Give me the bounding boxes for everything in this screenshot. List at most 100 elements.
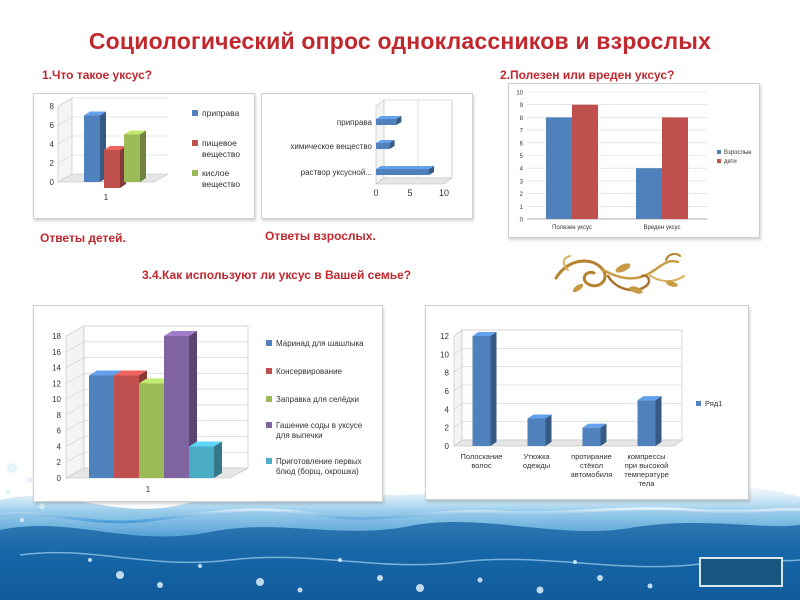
chart1-bar [124,130,146,182]
chart3-xtick: Полезен уксус [552,225,592,231]
chart5-gridline [453,366,682,373]
chart4-panel: 0 2 4 6 8 10 12 14 16 18 1 Маринад для шашлыка Консе… [33,305,383,502]
chart2-bar-top [376,140,395,143]
chart1-ytick: 0 [50,178,55,187]
chart2-panel: 0 5 10 приправа химическое вещество раствор у… [261,93,473,219]
chart4-bar-top [164,331,197,336]
chart2-bar-side [396,116,402,125]
chart4-bar-front [189,446,214,478]
chart4-svg: 0 2 4 6 8 10 12 14 16 18 1 Маринад для шашлыка Консе… [52,325,364,494]
chart1-bar-front [84,115,100,182]
chart4-bar-front [89,375,114,478]
chart4-bar-side [214,441,222,478]
chart1-ytick: 4 [50,140,55,149]
chart3-xtick: Вреден уксус [644,225,681,231]
chart1-ytick: 8 [50,102,55,111]
gold-flourish-icon [554,252,685,294]
chart4-ytick: 12 [52,379,61,388]
chart3-ytick: 6 [520,141,524,147]
chart1-gridline [57,97,168,107]
chart3-ytick: 10 [516,91,523,97]
caption-adults: Ответы взрослых. [265,229,376,243]
chart1-svg: 0 2 4 6 8 1 приправа пищевое вещество кислое вещес… [50,97,240,202]
chart1-bar-top [104,146,126,150]
chart5-bar-top [582,423,607,428]
chart5-ytick: 8 [445,369,450,378]
chart5-ytick: 6 [445,387,450,396]
chart2-category-label: приправа [337,118,373,127]
chart1-legend-swatch [192,170,198,176]
chart2-category-label: раствор уксусной... [301,168,372,177]
chart2-svg: 0 5 10 приправа химическое вещество раствор у… [290,99,453,198]
chart2-bar-top [376,116,402,119]
chart5-ytick: 0 [445,442,450,451]
chart5-gridline [453,403,682,410]
chart1-bar [104,146,126,188]
chart4-ytick: 18 [52,332,61,341]
chart5-bar-side [655,396,662,446]
chart4-ytick: 0 [57,474,62,483]
chart4-ytick: 14 [52,364,61,373]
chart3-ytick: 0 [520,218,524,224]
chart1-ytick: 2 [50,159,55,168]
chart5-legend-swatch [696,401,701,406]
chart4-bar-front [139,383,164,478]
chart5-xtick: Полоскание волос [461,452,503,470]
chart5-bar-front [582,427,601,446]
chart5-gridline [453,439,682,447]
chart1-legend-label: пищевое вещество [202,138,240,159]
chart5-svg: 0 2 4 6 8 10 12 Полоскание волос Утюжка одежды прот… [440,329,722,488]
chart4-bar-top [139,378,172,384]
caption-children: Ответы детей. [40,231,126,245]
chart3-bar [636,168,662,219]
chart5-legend-label: Ряд1 [705,399,722,408]
chart1-panel: 0 2 4 6 8 1 приправа пищевое вещество кислое вещес… [33,93,255,219]
chart5-ytick: 10 [440,350,449,359]
chart1-xtick: 1 [104,193,109,202]
chart2-bar-side [429,166,435,175]
chart3-bar [546,117,572,219]
chart5-ytick: 2 [445,424,450,433]
chart5-bar [472,332,497,446]
chart2-bar [376,116,402,125]
chart4-legend-swatch [266,422,272,428]
chart5-panel: 0 2 4 6 8 10 12 Полоскание волос Утюжка одежды прот… [425,305,749,500]
chart2-bar-front [376,143,390,149]
chart5-ytick: 4 [445,405,450,414]
chart4-legend-label: Маринад для шашлыка [276,339,364,348]
chart5-bar-top [527,414,552,419]
chart3-ytick: 7 [520,129,524,135]
chart1-legend-swatch [192,140,198,146]
chart2-bar-front [376,119,397,125]
chart1-gridline [57,116,168,126]
chart3-ytick: 1 [520,205,524,211]
chart5-xtick: протирание стёкол автомобиля [571,452,613,479]
chart4-legend-label: Гашение соды в уксусе для выпечки [276,421,363,440]
chart5-bar-top [472,332,497,336]
chart5-gridline [453,421,682,428]
chart4-gridline [65,325,248,337]
chart3-ytick: 5 [520,154,524,160]
chart1-ytick: 6 [50,121,55,130]
chart4-ytick: 16 [52,348,61,357]
chart2-bar [376,140,395,149]
chart4-bar-top [114,370,147,376]
chart4-bar-front [164,336,189,478]
chart4-ytick: 6 [57,427,62,436]
question-1: 1.Что такое уксус? [42,68,153,82]
chart4-xtick: 1 [146,485,151,494]
chart2-bar [376,166,435,175]
chart1-bar-front [124,134,140,182]
chart2-bar-front [376,169,430,175]
next-slide-button[interactable] [699,557,783,587]
chart4-bar-top [89,370,122,376]
chart3-ytick: 3 [520,179,524,185]
chart3-ytick: 4 [520,167,524,173]
chart2-bar-side [389,140,395,149]
chart4-ytick: 4 [57,442,62,451]
chart2-category-label: химическое вещество [290,142,372,151]
chart1-legend-label: приправа [202,108,240,118]
chart3-svg: 0 1 2 3 4 5 6 7 8 9 10 Полезен уксус Вреден уксус Взр… [516,91,752,232]
chart4-legend-swatch [266,340,272,346]
chart4-bar [189,441,222,478]
